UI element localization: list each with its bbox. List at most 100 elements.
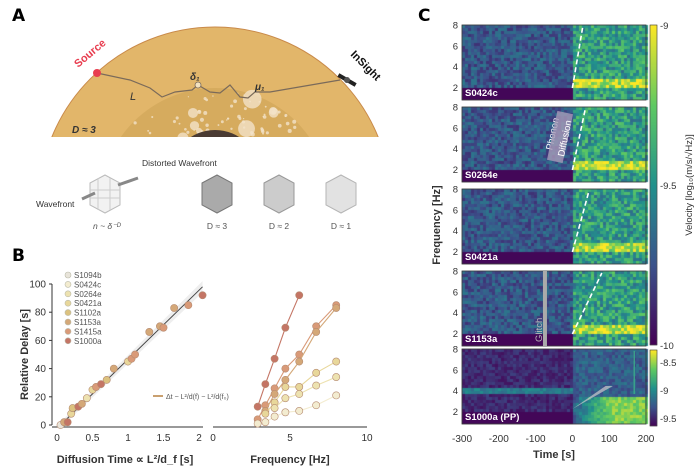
scatterer-blob — [199, 117, 205, 122]
cube-shape — [201, 174, 233, 214]
scatterer-blob — [242, 89, 262, 109]
scatterer-blob — [293, 165, 297, 169]
scatterer-size-label: δ₁ — [190, 72, 200, 83]
scatterer-blob — [134, 154, 137, 157]
panel-label-b: B — [12, 246, 25, 266]
scatterer-blob — [230, 127, 233, 130]
colorbar-title: Velocity [log₁₀(m/s/√Hz)] — [684, 134, 695, 236]
scatterer-blob — [308, 146, 310, 148]
y-tick-label: 2 — [453, 247, 458, 258]
scatterer-blob — [284, 158, 287, 161]
colorbar — [649, 24, 658, 346]
legend-marker — [64, 281, 72, 288]
scatterer-blob — [172, 119, 177, 124]
spectrogram-panel-S0264e: S0264e 2 4 6 8 — [453, 103, 647, 183]
scatterer-blob — [277, 123, 282, 128]
x-axis-title-left: Diffusion Time ∝ L²/d_f [s] — [57, 454, 194, 466]
scatterer-blob — [242, 126, 246, 129]
series-point-S0264e — [332, 391, 341, 400]
scatterer-blob — [217, 124, 220, 127]
series-point-S1000a — [261, 380, 270, 389]
y-tick-label: 4 — [453, 62, 458, 73]
scatterer-blob — [137, 145, 138, 146]
scatterer-blob — [258, 143, 261, 146]
scatterer-blob — [260, 167, 262, 169]
y-tick-label: 6 — [453, 287, 458, 298]
y-tick-label: 6 — [453, 123, 458, 134]
scatterer-blob — [292, 119, 297, 124]
series-point-S0264e — [253, 419, 262, 428]
x-tick-label: 10 — [361, 433, 373, 444]
legend-label: S0421a — [74, 299, 102, 308]
scatterer-blob — [197, 109, 202, 114]
scatterer-blob — [264, 105, 267, 108]
colorbar-pp — [649, 349, 658, 427]
spectrogram-panel-S1153a: S1153a 2 4 6 8 — [453, 267, 647, 347]
panel-frame — [461, 106, 647, 183]
series-point-S1415a — [281, 364, 290, 373]
scatterer-blob — [284, 113, 288, 117]
series-point-S1153a — [332, 304, 341, 312]
scatterer-blob — [287, 140, 289, 142]
series-point-S0421a — [332, 373, 341, 381]
scatterer-blob — [215, 139, 218, 142]
series-point-S1153a — [295, 357, 304, 366]
scatterer-blob — [156, 170, 171, 185]
scatterer-blob — [175, 116, 179, 120]
scatterer-blob — [162, 147, 166, 151]
scatterer-blob — [261, 130, 265, 134]
series-point-S0421a — [281, 394, 290, 403]
scatterer-blob — [203, 96, 207, 101]
ray-path — [96, 72, 341, 99]
x-axis-title-right: Frequency [Hz] — [250, 454, 330, 466]
scatterer-blob — [205, 137, 208, 140]
scatterer-blob — [304, 151, 307, 154]
panel-event-label: S0424c — [465, 88, 498, 99]
y-tick-label: 4 — [453, 308, 458, 319]
scatterer-blob — [271, 160, 274, 163]
y-tick-label: 2 — [453, 165, 458, 176]
scatterer-blob — [193, 129, 195, 131]
x-tick-label: 0 — [54, 433, 60, 444]
scatterer-blob — [243, 94, 245, 96]
y-tick-label: 20 — [35, 392, 47, 403]
scatterer-blob — [122, 158, 125, 161]
scatterer-blob — [153, 176, 156, 179]
y-tick-label: 4 — [453, 226, 458, 237]
series-point-S1153a — [270, 390, 279, 398]
data-point — [131, 350, 139, 359]
series-point-S1000a — [281, 323, 290, 332]
scatterer-blob — [250, 151, 253, 154]
scatterer-blob — [155, 183, 156, 184]
scattering-zone — [120, 88, 310, 137]
panel-a-diagram: Source InSight L δ₁ μ₁ D ≈ 3 Wavefront D… — [36, 26, 383, 231]
y-tick-label: 6 — [453, 205, 458, 216]
data-point — [77, 399, 86, 408]
glitch-bar — [542, 271, 547, 346]
x-tick-label: -100 — [526, 434, 546, 445]
series-point-S1102a — [312, 368, 321, 377]
scatterer-blob — [308, 161, 311, 164]
scatterer-blob — [205, 123, 209, 127]
scatterer-blob — [285, 121, 290, 126]
scatterer-blob — [237, 114, 241, 119]
scatterer-blob — [263, 153, 266, 156]
legend-label: S0264e — [74, 290, 102, 299]
scatterer-blob — [151, 174, 152, 175]
scatterer-blob — [176, 145, 179, 148]
scatterer-blob — [273, 110, 276, 112]
scatterer-blob — [200, 142, 204, 146]
dispersion-dashed-line — [571, 272, 603, 335]
crust-arc — [51, 26, 379, 137]
data-point — [170, 304, 179, 312]
y-tick-label: 8 — [453, 267, 458, 278]
x-tick-label: -200 — [489, 434, 509, 445]
scatterer-blob — [226, 139, 228, 141]
scatterer-blob — [186, 130, 190, 134]
cube-d1: D ≈ 1 — [325, 174, 357, 231]
panel-frame — [461, 348, 647, 425]
y-tick-label: 2 — [453, 83, 458, 94]
colorbar-tick-label: -8.5 — [660, 358, 676, 369]
scatterer-blob — [242, 140, 244, 142]
